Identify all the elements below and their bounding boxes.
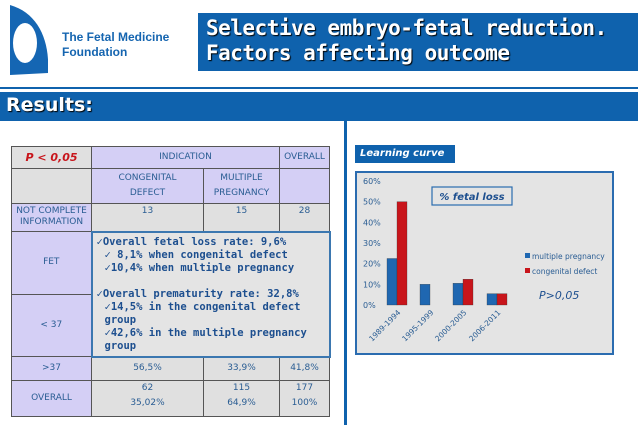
bar-congenital-defect bbox=[462, 279, 474, 306]
summary-line: ✓42,6% in the multiple pregnancy group bbox=[104, 326, 307, 352]
overall-header: OVERALL bbox=[279, 146, 330, 169]
results-table: P < 0,05 INDICATION OVERALL CONGENITAL DEFE… bbox=[11, 146, 331, 417]
bar-multiple-pregnancy bbox=[452, 283, 464, 306]
col-multiple: MULTIPLE PREGNANCY bbox=[203, 168, 280, 204]
slide-title: Selective embryo-fetal reduction. Factors… bbox=[198, 13, 638, 71]
fetal-loss-chart: 0% 10% 20% 30% 40% 50% 60% 1989-1994 1995-1999 20… bbox=[355, 171, 614, 355]
summary-line: ✓Overall prematurity rate: 32,8% bbox=[96, 287, 299, 300]
summary-box: ✓Overall fetal loss rate: 9,6% ✓ 8,1% wh… bbox=[90, 230, 331, 358]
cell: 41,8% bbox=[279, 356, 330, 381]
summary-line: ✓Overall fetal loss rate: 9,6% bbox=[96, 235, 287, 248]
x-tick-label: 2006-2011 bbox=[467, 308, 502, 343]
cell: 28 bbox=[279, 203, 330, 232]
title-line1: Selective embryo-fetal reduction. bbox=[206, 16, 607, 40]
bar-multiple-pregnancy bbox=[386, 258, 398, 306]
row-label: >37 bbox=[11, 356, 92, 381]
cell: 62 35,02% bbox=[91, 380, 204, 417]
cell: 33,9% bbox=[203, 356, 280, 381]
p-value-annotation: P>0,05 bbox=[539, 289, 579, 302]
summary-line: ✓ 8,1% when congenital defect bbox=[104, 248, 288, 261]
percent: 100% bbox=[291, 398, 318, 408]
row-label: OVERALL bbox=[11, 380, 92, 417]
chart-title-box bbox=[431, 186, 513, 206]
cell: 177 100% bbox=[279, 380, 330, 417]
row-label: FET bbox=[11, 231, 92, 295]
percent: 35,02% bbox=[130, 398, 165, 408]
section-heading: Results: bbox=[0, 92, 638, 121]
bar-multiple-pregnancy bbox=[486, 293, 498, 306]
y-tick-label: 50% bbox=[363, 198, 381, 207]
cell: 13 bbox=[91, 203, 204, 232]
row-label: NOT COMPLETE INFORMATION bbox=[11, 203, 92, 232]
x-tick-label: 2000-2005 bbox=[433, 308, 468, 343]
chart-svg: 0%10%20%30%40%50%60%1989-19941995-199920… bbox=[363, 177, 605, 343]
org-name: The Fetal Medicine Foundation bbox=[62, 30, 169, 60]
empty-cell bbox=[11, 168, 92, 204]
y-tick-label: 0% bbox=[363, 301, 376, 310]
summary-line: ✓10,4% when multiple pregnancy bbox=[104, 261, 295, 274]
title-line2: Factors affecting outcome bbox=[206, 41, 510, 65]
indication-header: INDICATION bbox=[91, 146, 280, 169]
y-tick-label: 60% bbox=[363, 177, 381, 186]
x-tick-label: 1995-1999 bbox=[400, 308, 435, 343]
chart-label: Learning curve bbox=[355, 145, 455, 163]
legend-swatch bbox=[525, 268, 530, 273]
bar-congenital-defect bbox=[396, 201, 408, 306]
count: 177 bbox=[295, 383, 314, 393]
org-line1: The Fetal Medicine bbox=[62, 30, 170, 44]
summary-line bbox=[97, 275, 325, 288]
col-congenital-l2: DEFECT bbox=[129, 188, 166, 198]
cell: 115 64,9% bbox=[203, 380, 280, 417]
col-congenital: CONGENITAL DEFECT bbox=[91, 168, 204, 204]
col-congenital-l1: CONGENITAL bbox=[118, 173, 177, 183]
p-value: P < 0,05 bbox=[11, 146, 92, 169]
column-divider bbox=[344, 121, 347, 425]
org-line2: Foundation bbox=[62, 45, 128, 59]
fmf-logo bbox=[10, 5, 48, 75]
bar-multiple-pregnancy bbox=[419, 284, 431, 306]
legend-label: congenital defect bbox=[532, 267, 597, 276]
bar-congenital-defect bbox=[496, 293, 508, 306]
y-tick-label: 20% bbox=[363, 260, 381, 269]
y-tick-label: 30% bbox=[363, 239, 381, 248]
count: 115 bbox=[232, 383, 251, 393]
col-multiple-l2: PREGNANCY bbox=[213, 188, 270, 198]
cell: 15 bbox=[203, 203, 280, 232]
summary-line: ✓14,5% in the congenital defect group bbox=[104, 300, 301, 326]
cell: 56,5% bbox=[91, 356, 204, 381]
x-tick-label: 1989-1994 bbox=[367, 308, 402, 343]
legend-swatch bbox=[525, 253, 530, 258]
percent: 64,9% bbox=[227, 398, 256, 408]
divider bbox=[0, 87, 638, 89]
summary-lines: ✓Overall fetal loss rate: 9,6% ✓ 8,1% wh… bbox=[97, 236, 325, 353]
empty-cell bbox=[279, 168, 330, 204]
count: 62 bbox=[141, 383, 154, 393]
y-tick-label: 40% bbox=[363, 218, 381, 227]
col-multiple-l1: MULTIPLE bbox=[220, 173, 263, 183]
y-tick-label: 10% bbox=[363, 280, 381, 289]
row-label: < 37 bbox=[11, 293, 92, 357]
legend-label: multiple pregnancy bbox=[532, 252, 605, 261]
chart-title: % fetal loss bbox=[439, 192, 504, 203]
